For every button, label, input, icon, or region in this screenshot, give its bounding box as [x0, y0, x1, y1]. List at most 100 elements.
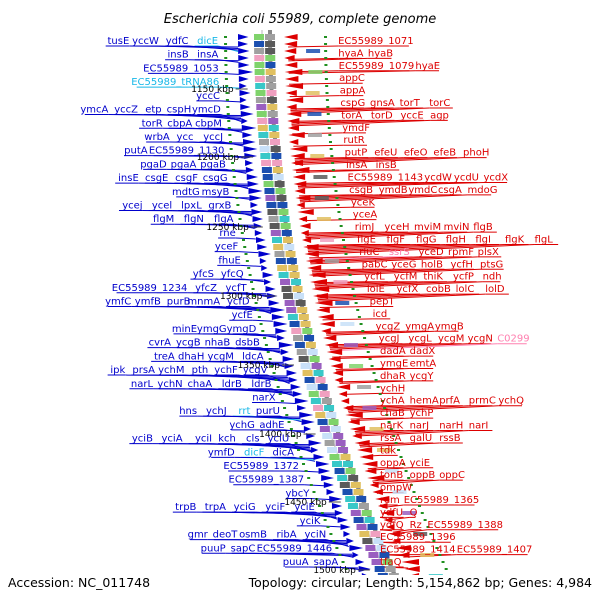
gene-label: narL	[131, 379, 154, 390]
tick-mark	[329, 533, 333, 535]
gene-label: wrbA	[144, 132, 170, 143]
cog-block	[272, 160, 283, 166]
gene-label: ychP	[410, 408, 434, 419]
cog-block	[413, 532, 428, 536]
label-leader	[299, 194, 468, 203]
label-leader	[347, 405, 410, 409]
label-leader	[325, 330, 376, 333]
cog-block	[310, 154, 325, 158]
tick-mark	[274, 379, 278, 381]
cog-block	[256, 104, 267, 110]
cog-block	[402, 511, 417, 515]
reverse-gene-arrow	[291, 167, 310, 173]
forward-gene-arrow	[361, 573, 367, 575]
gene-label: phoH	[463, 148, 489, 159]
tick-mark	[399, 456, 403, 458]
label-leader	[225, 552, 353, 555]
label-leader	[304, 231, 355, 234]
tick-mark	[233, 183, 237, 185]
gene-label: ssrS	[389, 247, 410, 258]
reverse-gene-arrow	[303, 244, 319, 250]
reverse-gene-arrow	[334, 377, 343, 383]
cog-block	[308, 70, 323, 74]
tick-mark	[224, 50, 228, 52]
gene-label: ycfP	[453, 272, 474, 283]
gene-label: ycc	[177, 132, 194, 143]
gene-label: mviN	[444, 222, 470, 233]
gene-label: gmr	[188, 530, 209, 541]
tick-mark	[330, 155, 334, 157]
gene-label: EC55989_1143	[348, 172, 424, 183]
cog-block	[266, 90, 277, 96]
gene-label: narH	[439, 421, 463, 432]
label-leader	[332, 355, 410, 360]
tick-mark	[335, 547, 339, 549]
tick-mark	[285, 414, 289, 416]
title-backdrop	[159, 11, 441, 28]
cog-block	[340, 454, 351, 460]
gene-label: yciI	[195, 434, 212, 445]
label-leader	[291, 119, 342, 122]
cog-block	[267, 104, 278, 110]
label-leader	[295, 157, 434, 164]
cog-block	[333, 280, 348, 284]
cog-block	[292, 286, 303, 292]
gene-label: EC55989_1079	[339, 61, 415, 72]
cog-block	[273, 174, 284, 180]
tick-mark	[280, 400, 284, 402]
cog-block	[309, 356, 320, 362]
cog-block	[313, 370, 324, 376]
gene-label: ycfD	[227, 297, 250, 308]
gene-label: purU	[256, 406, 280, 417]
reverse-gene-arrow	[330, 363, 343, 369]
reverse-gene-arrow	[299, 223, 311, 229]
gene-label: hyaA	[338, 48, 363, 59]
forward-gene-arrow	[290, 384, 301, 390]
label-leader	[295, 157, 464, 166]
forward-gene-arrow	[258, 251, 271, 257]
reverse-gene-arrow	[343, 405, 354, 411]
reverse-gene-arrow	[311, 286, 330, 292]
gene-label: holB	[421, 259, 443, 270]
label-leader	[317, 293, 427, 299]
reverse-gene-arrow	[367, 475, 385, 481]
gene-label: ycgV	[243, 365, 268, 376]
gene-label: insA	[197, 50, 218, 61]
gene-label: flgF	[387, 234, 406, 245]
tick-mark	[224, 78, 228, 80]
gene-label: pgaB	[200, 159, 226, 170]
reverse-gene-arrow	[286, 111, 302, 117]
gene-label: mdtG	[172, 187, 200, 198]
gene-label: adhE	[259, 420, 284, 431]
label-leader	[238, 251, 259, 254]
gene-label: csgA	[438, 185, 462, 196]
tick-mark	[383, 407, 387, 409]
gene-label: yciU	[268, 434, 290, 445]
cog-block	[334, 468, 345, 474]
gene-label: flgH	[446, 234, 466, 245]
gene-label: cvrA	[149, 338, 172, 349]
cog-block	[342, 489, 353, 495]
cog-block	[335, 440, 346, 446]
gene-label: csgF	[175, 173, 198, 184]
gene-label: Q	[410, 507, 418, 518]
gene-label: ldrB	[222, 379, 242, 390]
cog-block	[259, 146, 270, 152]
gene-label: insA	[346, 160, 367, 171]
gene-label: EC55989_1387	[229, 475, 305, 486]
tick-mark	[336, 204, 340, 206]
reverse-gene-arrow	[364, 468, 377, 474]
forward-gene-arrow	[264, 279, 272, 285]
cog-block	[315, 412, 326, 418]
cog-block	[361, 510, 372, 516]
gene-label: ycfT	[226, 283, 248, 294]
gene-label: lpxL	[181, 201, 202, 212]
label-leader	[142, 210, 252, 213]
gene-label: insB	[376, 160, 397, 171]
label-leader	[300, 206, 351, 209]
forward-gene-arrow	[323, 482, 334, 488]
gene-label: Rz	[410, 520, 422, 531]
gene-label: yceG	[391, 259, 416, 270]
cog-block	[255, 83, 266, 89]
cog-block	[266, 83, 277, 89]
